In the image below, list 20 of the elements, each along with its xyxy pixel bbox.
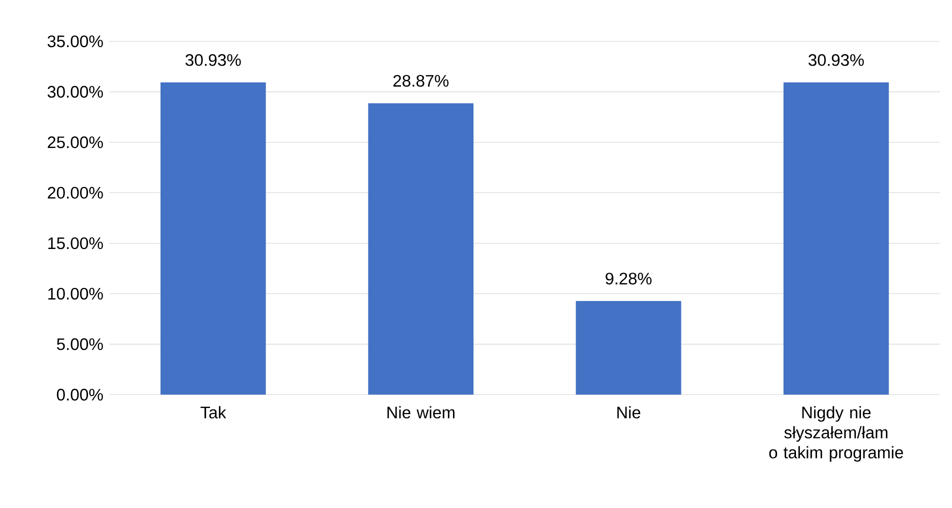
bar bbox=[368, 103, 474, 395]
x-tick-label: Tak bbox=[200, 406, 226, 418]
y-tick-label: 25.00% bbox=[48, 136, 103, 148]
y-tick-label: 10.00% bbox=[48, 288, 103, 300]
bar bbox=[576, 300, 682, 395]
data-label: 30.93% bbox=[808, 54, 864, 66]
y-tick-label: 20.00% bbox=[48, 186, 103, 199]
x-tick-label: Nie bbox=[617, 406, 640, 418]
bar bbox=[784, 82, 889, 395]
y-tick-label: 5.00% bbox=[56, 338, 103, 350]
data-label: 28.87% bbox=[393, 74, 448, 87]
data-label: 30.93% bbox=[186, 54, 241, 66]
bar bbox=[160, 82, 266, 395]
x-tick-label: Nigdy nie słyszałem/łam o takim programie bbox=[769, 406, 904, 462]
y-tick-label: 35.00% bbox=[48, 35, 103, 48]
y-tick-label: 30.00% bbox=[48, 86, 103, 98]
data-label: 9.28% bbox=[606, 272, 652, 284]
y-tick-label: 0.00% bbox=[56, 388, 103, 401]
x-tick-label: Nie wiem bbox=[387, 406, 454, 418]
y-tick-label: 15.00% bbox=[48, 237, 103, 250]
